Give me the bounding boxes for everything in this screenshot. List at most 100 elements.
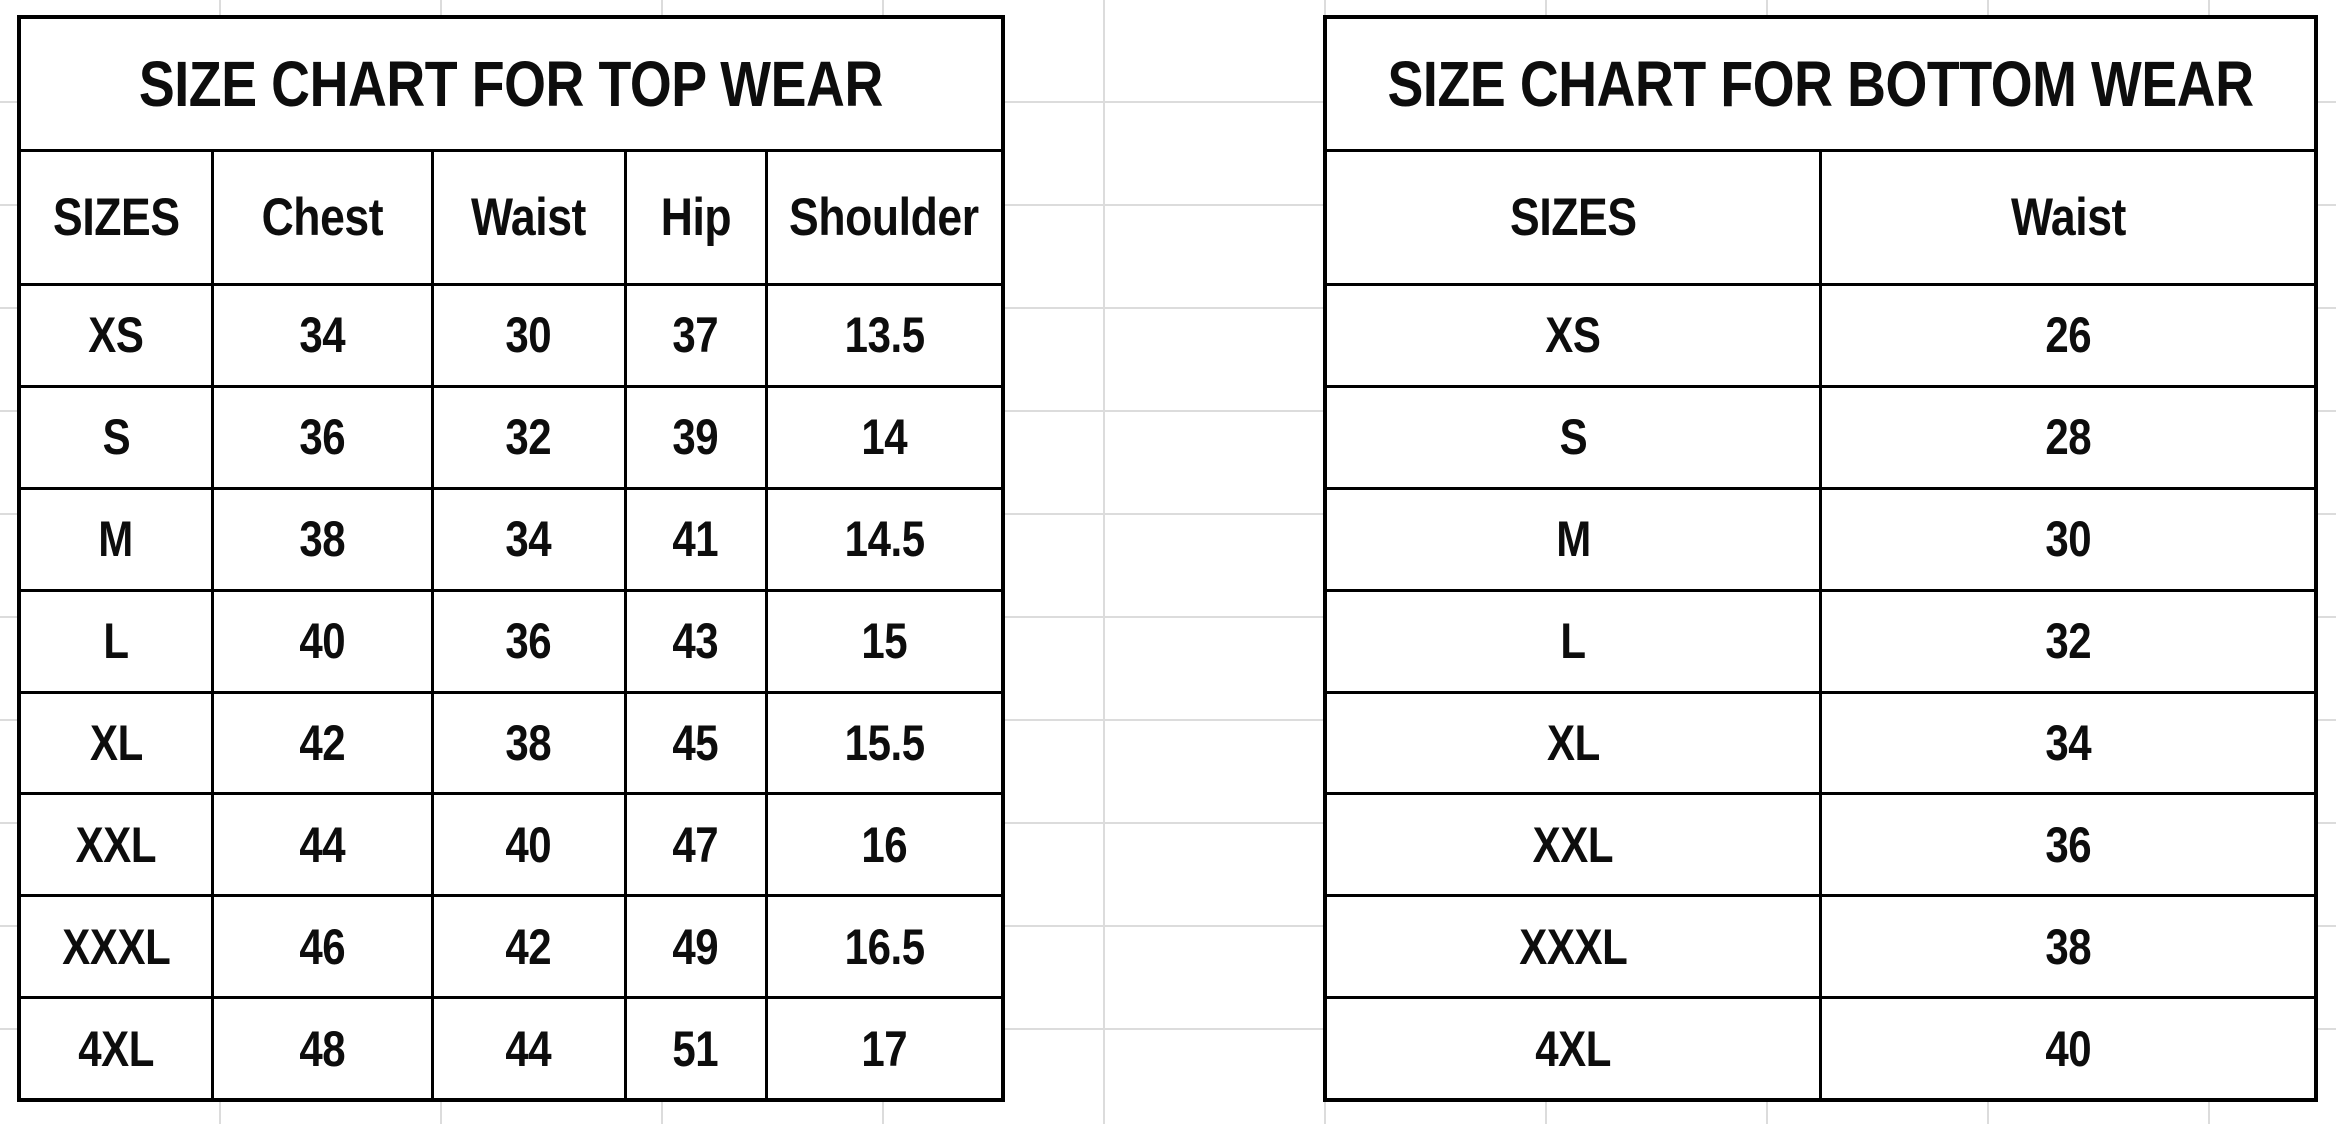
measurement-cell-text: 14.5 — [844, 511, 925, 568]
measurement-cell: 13.5 — [768, 286, 1001, 385]
measurement-cell-text: 44 — [299, 816, 346, 873]
measurement-cell-text: 16.5 — [844, 918, 925, 975]
measurement-cell-text: 34 — [2045, 714, 2092, 771]
table-row-xl: XL 34 — [1327, 693, 2314, 796]
measurement-cell: 48 — [214, 999, 434, 1098]
measurement-cell-text: 14 — [861, 409, 908, 466]
size-label-cell-text: 4XL — [78, 1020, 154, 1077]
table-row-xs: XS 34 30 37 13.5 — [21, 286, 1001, 388]
measurement-cell: 16.5 — [768, 897, 1001, 996]
size-label-cell-text: XXXL — [62, 918, 171, 975]
measurement-cell: 34 — [214, 286, 434, 385]
size-label-cell-text: S — [1559, 409, 1588, 466]
measurement-cell: 14.5 — [768, 490, 1001, 589]
header-cell-sizes-text: SIZES — [1509, 188, 1637, 247]
size-label-cell: S — [21, 387, 215, 487]
measurement-cell-text: 30 — [2045, 511, 2092, 568]
measurement-cell-text: 28 — [2045, 409, 2092, 466]
measurement-cell-text: 36 — [299, 409, 346, 466]
header-cell-waist-text: Waist — [471, 188, 587, 247]
measurement-cell-text: 36 — [505, 613, 552, 670]
measurement-cell-text: 37 — [672, 307, 719, 364]
size-label-cell-text: L — [103, 613, 129, 670]
measurement-cell-text: 42 — [299, 714, 346, 771]
measurement-cell: 37 — [627, 286, 768, 385]
measurement-cell: 30 — [1822, 490, 2314, 589]
measurement-cell-text: 13.5 — [844, 307, 925, 364]
measurement-cell-text: 51 — [672, 1020, 719, 1077]
table-title-text: SIZE CHART FOR TOP WEAR — [138, 48, 884, 120]
table-row-m: M 30 — [1327, 489, 2314, 592]
measurement-cell: 47 — [627, 795, 768, 895]
measurement-cell: 36 — [1822, 795, 2314, 894]
measurement-cell: 42 — [434, 897, 627, 997]
measurement-cell: 44 — [214, 795, 434, 895]
measurement-cell: 42 — [214, 693, 434, 793]
measurement-cell-text: 15.5 — [844, 714, 925, 771]
measurement-cell: 51 — [627, 999, 768, 1098]
table-body: XS 34 30 37 13.5 S 36 32 39 14 M 38 34 41 14.5 L 40 36 43 1… — [21, 286, 1001, 1098]
measurement-cell-text: 38 — [299, 511, 346, 568]
size-label-cell: XXL — [21, 795, 215, 895]
table-header-row: SIZES Waist — [1327, 152, 2314, 286]
table-title: SIZE CHART FOR BOTTOM WEAR — [1327, 19, 2314, 152]
measurement-cell-text: 48 — [299, 1020, 346, 1077]
size-label-cell: 4XL — [21, 999, 215, 1098]
measurement-cell-text: 40 — [2045, 1020, 2092, 1077]
measurement-cell: 38 — [214, 489, 434, 589]
table-row-s: S 36 32 39 14 — [21, 387, 1001, 490]
table-row-xxxl: XXXL 46 42 49 16.5 — [21, 897, 1001, 1000]
size-label-cell: XXL — [1327, 795, 1823, 895]
table-row-m: M 38 34 41 14.5 — [21, 489, 1001, 592]
size-label-cell: S — [1327, 387, 1823, 487]
measurement-cell: 38 — [434, 693, 627, 793]
header-cell-hip: Hip — [627, 152, 768, 283]
table-title-text: SIZE CHART FOR BOTTOM WEAR — [1387, 48, 2254, 120]
size-label-cell-text: M — [98, 511, 134, 568]
measurement-cell-text: 32 — [505, 409, 552, 466]
size-label-cell-text: XL — [1546, 714, 1600, 771]
header-cell-shoulder-text: Shoulder — [789, 188, 980, 247]
size-label-cell: M — [1327, 489, 1823, 589]
measurement-cell: 34 — [1822, 694, 2314, 793]
header-cell-chest-text: Chest — [261, 188, 384, 247]
size-label-cell-text: XXL — [75, 816, 157, 873]
measurement-cell: 44 — [434, 999, 627, 1098]
measurement-cell: 43 — [627, 591, 768, 691]
header-cell-sizes: SIZES — [21, 152, 215, 283]
header-cell-chest: Chest — [214, 152, 434, 283]
measurement-cell-text: 16 — [861, 816, 908, 873]
measurement-cell: 26 — [1822, 286, 2314, 385]
table-row-l: L 32 — [1327, 591, 2314, 694]
measurement-cell-text: 39 — [672, 409, 719, 466]
table-row-4xl: 4XL 48 44 51 17 — [21, 999, 1001, 1098]
header-cell-hip-text: Hip — [660, 188, 731, 247]
size-label-cell: L — [21, 591, 215, 691]
measurement-cell: 28 — [1822, 388, 2314, 487]
measurement-cell-text: 38 — [2045, 918, 2092, 975]
header-cell-waist: Waist — [434, 152, 627, 283]
table-row-xxxl: XXXL 38 — [1327, 897, 2314, 1000]
measurement-cell-text: 15 — [861, 613, 908, 670]
measurement-cell-text: 40 — [299, 613, 346, 670]
header-cell-waist-text: Waist — [2010, 188, 2126, 247]
table-row-xs: XS 26 — [1327, 286, 2314, 388]
measurement-cell-text: 45 — [672, 714, 719, 771]
measurement-cell-text: 40 — [505, 816, 552, 873]
measurement-cell: 39 — [627, 387, 768, 487]
header-cell-sizes-text: SIZES — [52, 188, 180, 247]
measurement-cell: 17 — [768, 999, 1001, 1098]
table-row-xxl: XXL 36 — [1327, 795, 2314, 898]
measurement-cell-text: 36 — [2045, 816, 2092, 873]
measurement-cell: 30 — [434, 286, 627, 385]
table-row-xl: XL 42 38 45 15.5 — [21, 693, 1001, 796]
measurement-cell: 36 — [434, 591, 627, 691]
measurement-cell-text: 34 — [299, 307, 346, 364]
header-cell-sizes: SIZES — [1327, 152, 1823, 283]
measurement-cell: 14 — [768, 388, 1001, 487]
measurement-cell-text: 26 — [2045, 307, 2092, 364]
measurement-cell: 46 — [214, 897, 434, 997]
measurement-cell: 32 — [1822, 592, 2314, 691]
measurement-cell-text: 34 — [505, 511, 552, 568]
measurement-cell-text: 38 — [505, 714, 552, 771]
